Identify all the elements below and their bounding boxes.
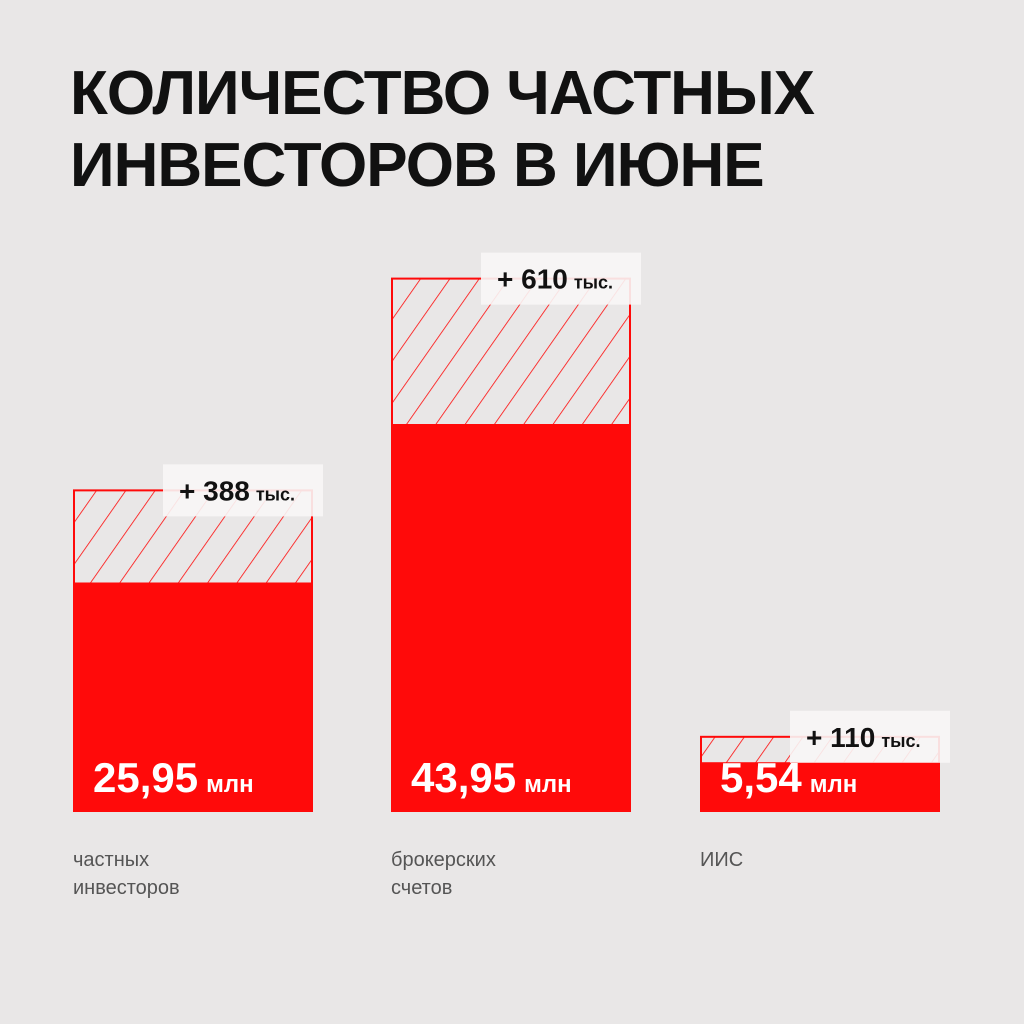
- change-number: + 610: [497, 264, 568, 295]
- value-label: 25,95 млн: [93, 754, 254, 801]
- change-unit: тыс.: [881, 731, 920, 751]
- value-number: 5,54: [720, 754, 802, 801]
- category-label: частных инвесторов: [73, 849, 180, 899]
- change-number: + 388: [179, 475, 250, 506]
- change-unit: тыс.: [574, 273, 613, 293]
- change-unit: тыс.: [256, 484, 295, 504]
- category-label: брокерских счетов: [391, 849, 496, 899]
- chart-title: КОЛИЧЕСТВО ЧАСТНЫХ ИНВЕСТОРОВ В ИЮНЕ: [70, 59, 815, 200]
- change-label: + 388 тыс.: [179, 475, 295, 506]
- change-label: + 610 тыс.: [497, 264, 613, 295]
- bar: [391, 425, 631, 812]
- value-label: 43,95 млн: [411, 754, 572, 801]
- value-number: 43,95: [411, 754, 516, 801]
- change-tag: [163, 464, 323, 517]
- change-number: + 110: [806, 722, 875, 753]
- bar: [73, 583, 313, 812]
- change-label: + 110 тыс.: [806, 722, 921, 753]
- value-label: 5,54 млн: [720, 754, 857, 801]
- bar: [700, 763, 940, 812]
- value-unit: млн: [810, 771, 858, 798]
- category-label: ИИС: [700, 849, 744, 871]
- value-unit: млн: [524, 771, 572, 798]
- value-unit: млн: [206, 771, 254, 798]
- value-number: 25,95: [93, 754, 198, 801]
- change-tag: [790, 710, 950, 763]
- change-tag: [481, 252, 641, 305]
